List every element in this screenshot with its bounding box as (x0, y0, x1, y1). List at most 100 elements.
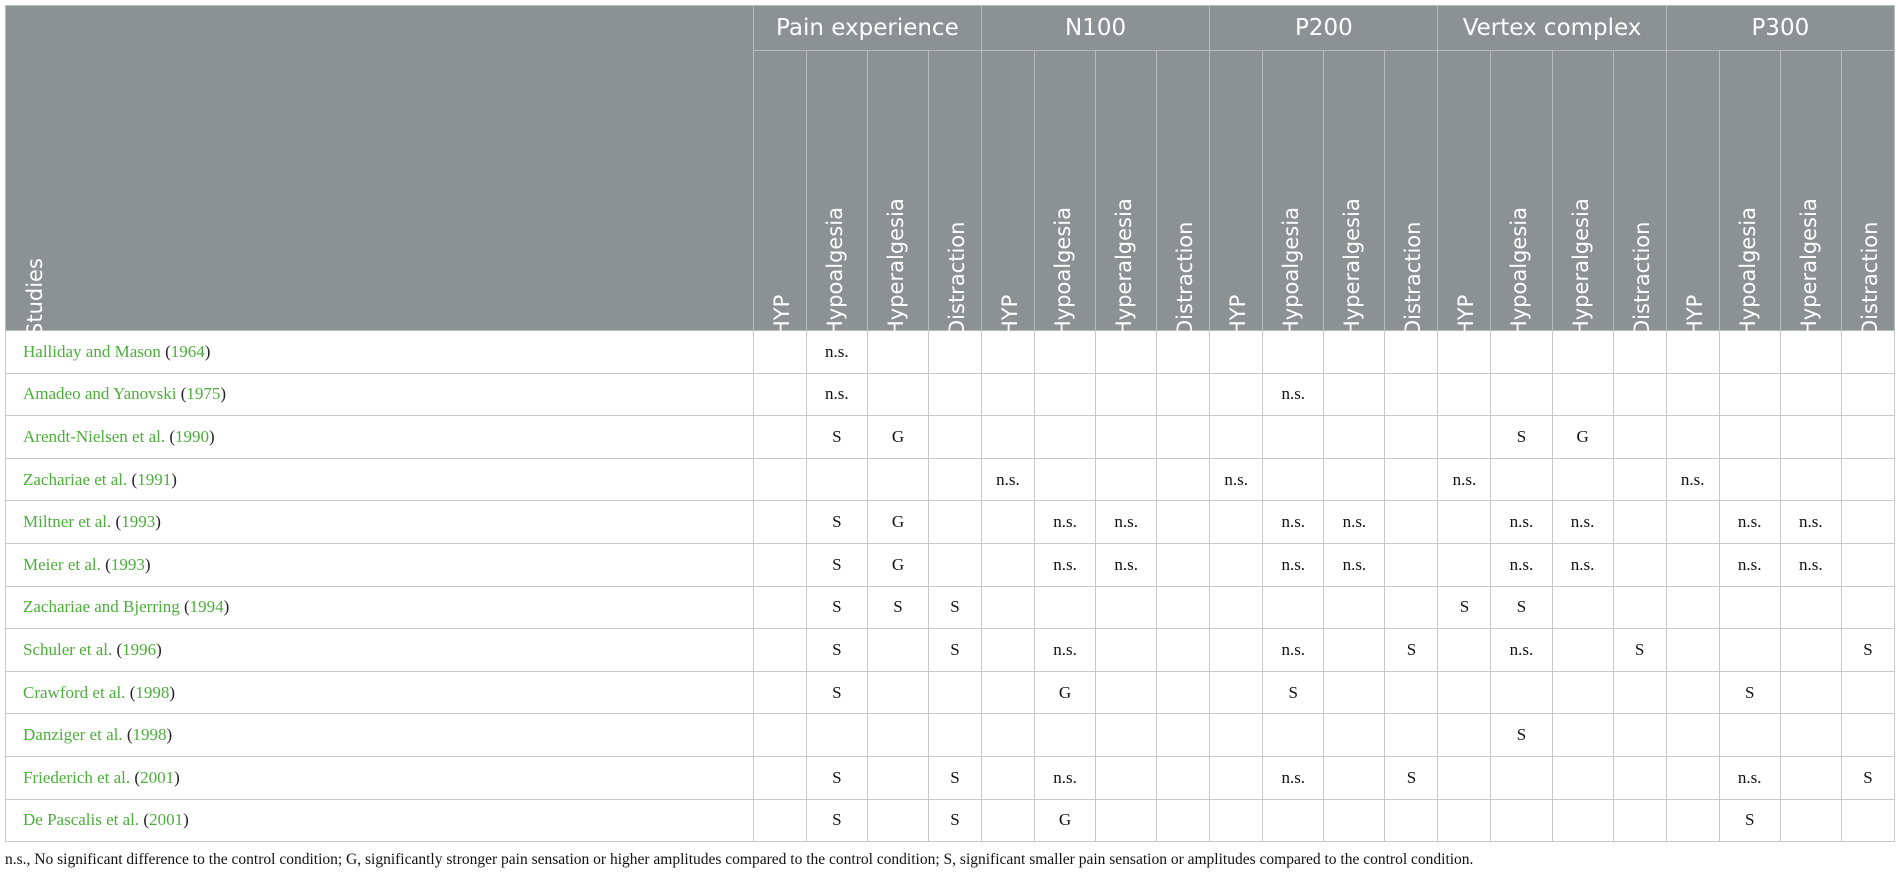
result-cell (1490, 330, 1553, 374)
result-cell (1551, 330, 1614, 374)
result-cell: G (866, 542, 930, 587)
result-cell: S (928, 585, 982, 630)
result-cell (1262, 415, 1325, 459)
result-cell (1490, 755, 1553, 800)
study-authors-link[interactable]: Amadeo and Yanovski (23, 384, 177, 404)
result-cell (1095, 670, 1158, 715)
results-table: Studies Pain experience N100 P200 Vertex co… (5, 5, 1896, 843)
result-cell (1095, 628, 1158, 672)
result-cell (1437, 500, 1492, 544)
result-cell: n.s. (1779, 500, 1842, 544)
subcolumn-header: Hypoalgesia (1262, 50, 1325, 336)
result-cell (1156, 755, 1211, 800)
study-year-link[interactable]: 1964 (170, 341, 205, 361)
result-cell (1665, 798, 1720, 843)
result-cell: G (866, 415, 930, 459)
result-cell (1262, 330, 1325, 374)
study-year-link[interactable]: 1998 (132, 725, 167, 745)
result-cell: n.s. (1033, 500, 1097, 544)
study-authors-link[interactable]: Crawford et al. (23, 682, 126, 702)
result-cell: S (1840, 628, 1896, 672)
result-cell (928, 372, 982, 417)
result-cell: n.s. (1262, 542, 1325, 587)
result-cell (1665, 670, 1720, 715)
result-cell (866, 670, 930, 715)
result-cell: S (928, 798, 982, 843)
study-year-link[interactable]: 1991 (137, 469, 172, 489)
result-cell: S (805, 670, 868, 715)
result-cell (1437, 330, 1492, 374)
result-cell (1095, 585, 1158, 630)
paren: ) (171, 469, 177, 489)
result-cell (1779, 457, 1842, 502)
result-cell (1665, 713, 1720, 757)
result-cell (1437, 415, 1492, 459)
result-cell (1840, 457, 1896, 502)
result-cell (1384, 330, 1439, 374)
result-cell (980, 542, 1035, 587)
study-authors-link[interactable]: Meier et al. (23, 554, 101, 574)
result-cell (1779, 798, 1842, 843)
study-year-link[interactable]: 2001 (149, 810, 184, 830)
result-cell (1156, 457, 1211, 502)
study-year-link[interactable]: 1996 (122, 639, 157, 659)
study-authors-link[interactable]: Halliday and Mason (23, 341, 161, 361)
subcolumn-header: Hyperalgesia (1323, 50, 1386, 336)
study-authors-link[interactable]: Zachariae et al. (23, 469, 128, 489)
result-cell (1490, 670, 1553, 715)
result-cell (752, 372, 807, 417)
result-cell (1323, 330, 1386, 374)
result-cell (1437, 713, 1492, 757)
result-cell (1551, 585, 1614, 630)
paren: ( (179, 597, 190, 617)
subcolumn-header: Hyperalgesia (866, 50, 930, 336)
result-cell (1262, 585, 1325, 630)
result-cell (1779, 628, 1842, 672)
result-cell: n.s. (1262, 500, 1325, 544)
result-cell (980, 585, 1035, 630)
study-authors-link[interactable]: Danziger et al. (23, 725, 123, 745)
table-row: Amadeo and Yanovski (1975) n.s. n.s. (5, 372, 1896, 417)
study-authors-link[interactable]: Friederich et al. (23, 767, 131, 787)
result-cell (1779, 713, 1842, 757)
study-authors-link[interactable]: Schuler et al. (23, 639, 113, 659)
subcolumn-label: Hypoalgesia (1507, 207, 1532, 336)
study-year-link[interactable]: 1998 (135, 682, 170, 702)
study-year-link[interactable]: 1993 (121, 512, 156, 532)
study-authors-link[interactable]: Arendt-Nielsen et al. (23, 426, 166, 446)
result-cell (1209, 372, 1264, 417)
result-cell: S (1262, 670, 1325, 715)
subcolumn-label: Hyperalgesia (1568, 198, 1593, 336)
result-cell (1779, 415, 1842, 459)
study-year-link[interactable]: 1990 (175, 426, 210, 446)
result-cell (1779, 585, 1842, 630)
study-year-link[interactable]: 1975 (186, 384, 221, 404)
result-cell (1437, 372, 1492, 417)
result-cell (1840, 713, 1896, 757)
table-row: Danziger et al. (1998) S (5, 713, 1896, 757)
result-cell (1262, 457, 1325, 502)
result-cell (980, 330, 1035, 374)
result-cell (1323, 713, 1386, 757)
subcolumn-header: Hypoalgesia (1033, 50, 1097, 336)
study-authors-link[interactable]: Zachariae and Bjerring (23, 597, 180, 617)
result-cell (1437, 670, 1492, 715)
study-year-link[interactable]: 1993 (110, 554, 145, 574)
study-authors-link[interactable]: Miltner et al. (23, 512, 112, 532)
study-year-link[interactable]: 1994 (189, 597, 224, 617)
result-cell: S (928, 628, 982, 672)
result-cell (1209, 713, 1264, 757)
result-cell (1095, 798, 1158, 843)
subcolumn-label: HYP (1682, 294, 1707, 336)
study-year-link[interactable]: 2001 (140, 767, 175, 787)
result-cell (1156, 670, 1211, 715)
subcolumn-label: Hyperalgesia (1340, 198, 1365, 336)
study-authors-link[interactable]: De Pascalis et al. (23, 810, 140, 830)
studies-header: Studies (5, 5, 754, 336)
result-cell (1437, 628, 1492, 672)
subcolumn-header: Hypoalgesia (805, 50, 868, 336)
result-cell (1209, 542, 1264, 587)
subcolumn-header: Distraction (1612, 50, 1667, 336)
result-cell (1033, 415, 1097, 459)
